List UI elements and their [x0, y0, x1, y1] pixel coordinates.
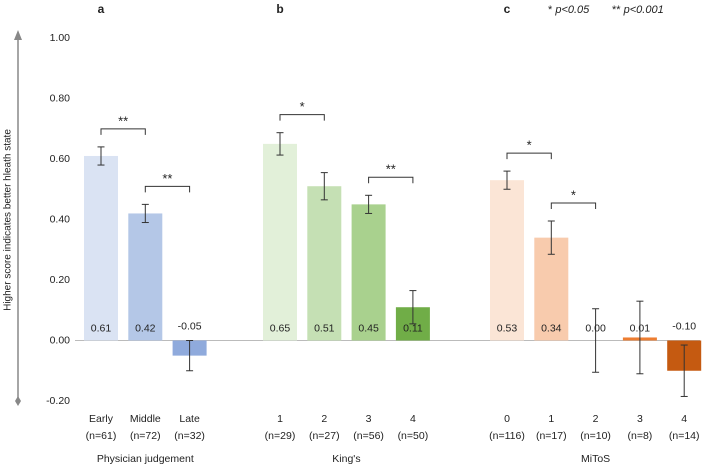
x-tick-count: (n=29) [265, 430, 296, 442]
bar [351, 204, 386, 341]
legend-symbol: * [548, 4, 553, 16]
value-label: 0.34 [541, 322, 562, 334]
x-tick-label: Late [179, 413, 200, 425]
y-tick-label: 0.60 [50, 153, 71, 165]
x-tick-count: (n=72) [130, 430, 161, 442]
significance-bracket [144, 185, 191, 193]
y-axis-label: Higher score indicates better hleath sta… [3, 129, 14, 311]
x-tick-label: 0 [504, 413, 510, 425]
significance-bracket [368, 176, 414, 184]
group-label: King's [332, 453, 360, 465]
significance-label: * [527, 138, 532, 153]
significance-label: ** [386, 162, 396, 177]
x-tick-label: 4 [410, 413, 416, 425]
value-label: 0.42 [135, 322, 156, 334]
x-tick-label: 2 [321, 413, 327, 425]
value-label: 0.11 [403, 322, 423, 334]
significance-label: ** [162, 171, 172, 186]
legend-symbol: ** [612, 4, 621, 16]
x-tick-label: 3 [366, 413, 372, 425]
value-label: 0.65 [270, 322, 291, 334]
y-tick-label: 1.00 [50, 32, 71, 44]
panel-letter: b [276, 2, 283, 16]
legend-entry: * p<0.05 [548, 4, 590, 16]
legend-text: p<0.001 [623, 4, 664, 16]
panel-letter: a [98, 2, 105, 16]
x-tick-label: 1 [277, 413, 283, 425]
x-tick-count: (n=50) [398, 430, 429, 442]
significance-bracket [279, 114, 325, 121]
group-label: MiToS [581, 453, 610, 465]
x-tick-count: (n=56) [353, 430, 384, 442]
y-tick-label: 0.40 [50, 213, 71, 225]
bar [307, 186, 342, 341]
value-label: 0.01 [630, 322, 651, 334]
value-label: -0.10 [672, 320, 696, 332]
bar [534, 237, 569, 341]
significance-bracket [100, 128, 146, 135]
x-tick-label: Middle [130, 413, 161, 425]
significance-label: ** [118, 113, 128, 128]
bar [490, 180, 524, 341]
y-tick-label: -0.20 [46, 395, 70, 407]
significance-label: * [300, 99, 305, 114]
x-tick-label: 1 [548, 413, 554, 425]
panel-letter: c [504, 2, 511, 16]
y-tick-label: 0.00 [50, 334, 71, 346]
x-tick-count: (n=8) [627, 430, 652, 442]
arrow-head [14, 30, 22, 40]
arrow-tail [15, 396, 21, 406]
significance-label: * [571, 187, 576, 202]
significance-bracket [550, 202, 597, 210]
legend-text: p<0.05 [554, 4, 590, 16]
value-label: 0.45 [358, 322, 379, 334]
value-label: 0.00 [585, 322, 606, 334]
x-tick-count: (n=27) [309, 430, 340, 442]
bar [84, 155, 118, 341]
x-tick-count: (n=61) [86, 430, 117, 442]
bar [263, 143, 297, 341]
legend-entry: ** p<0.001 [612, 4, 664, 16]
value-label: -0.05 [178, 320, 202, 332]
value-label: 0.51 [314, 322, 335, 334]
y-tick-label: 0.80 [50, 92, 71, 104]
value-label: 0.53 [497, 322, 518, 334]
x-tick-count: (n=116) [489, 430, 525, 442]
x-tick-count: (n=10) [580, 430, 611, 442]
bar [128, 213, 163, 341]
x-tick-label: Early [89, 413, 114, 425]
x-tick-label: 3 [637, 413, 643, 425]
y-tick-label: 0.20 [50, 274, 71, 286]
x-tick-count: (n=14) [669, 430, 700, 442]
x-tick-label: 2 [593, 413, 599, 425]
x-tick-label: 4 [681, 413, 687, 425]
group-label: Physician judgement [97, 453, 194, 465]
x-tick-count: (n=17) [536, 430, 567, 442]
significance-bracket [506, 152, 552, 160]
x-tick-count: (n=32) [174, 430, 205, 442]
value-label: 0.61 [91, 322, 112, 334]
